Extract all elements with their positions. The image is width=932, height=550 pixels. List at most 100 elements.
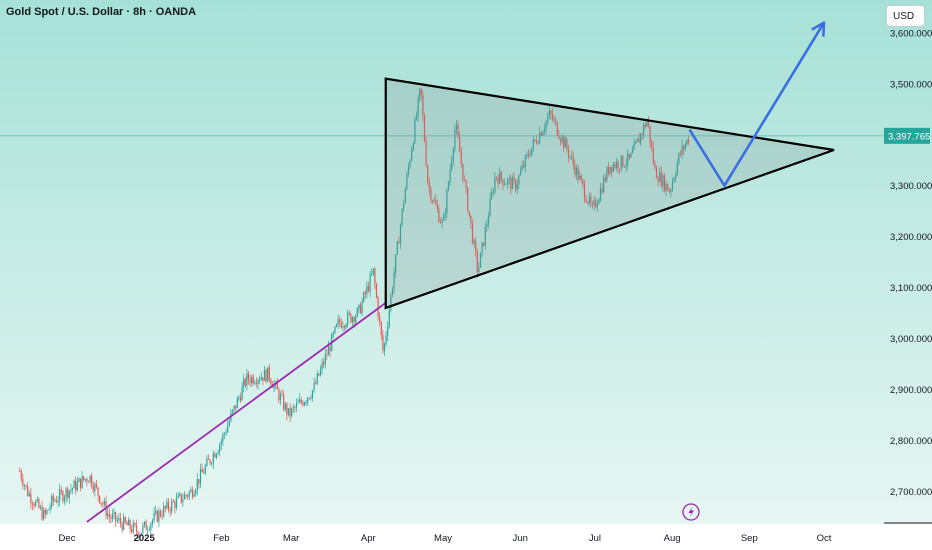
candle-body bbox=[145, 521, 147, 530]
candle-body bbox=[87, 481, 90, 483]
candle-body bbox=[107, 513, 109, 516]
candle-body bbox=[676, 163, 678, 175]
lightning-icon[interactable] bbox=[682, 503, 700, 521]
candle-body bbox=[667, 183, 669, 191]
candle-body bbox=[484, 227, 486, 246]
candle-body bbox=[204, 465, 206, 474]
projection-path[interactable] bbox=[688, 21, 826, 187]
candle-body bbox=[521, 165, 523, 171]
candle-body bbox=[415, 115, 418, 120]
candle-body bbox=[502, 179, 504, 185]
y-tick-label: 3,000.000 bbox=[890, 334, 932, 345]
candle-body bbox=[201, 468, 203, 473]
candle-body bbox=[534, 139, 536, 141]
symmetrical-triangle[interactable] bbox=[384, 77, 835, 310]
candle-body bbox=[134, 523, 136, 526]
candle-body bbox=[622, 155, 624, 167]
candle-body bbox=[641, 133, 643, 135]
candle-body bbox=[89, 475, 91, 482]
x-tick-label: Jul bbox=[589, 533, 601, 544]
candle-body bbox=[529, 155, 531, 157]
candle-body bbox=[647, 120, 650, 126]
uptrend-line[interactable] bbox=[86, 302, 387, 523]
candle-body bbox=[654, 162, 656, 168]
candle-body bbox=[278, 389, 280, 401]
candle-body bbox=[238, 397, 240, 399]
candle-body bbox=[671, 181, 674, 190]
candle-body bbox=[479, 252, 482, 268]
candle-body bbox=[388, 309, 390, 327]
candle-body bbox=[158, 511, 160, 522]
candle-body bbox=[511, 177, 514, 190]
candle-body bbox=[153, 513, 155, 521]
candle-body bbox=[481, 242, 483, 253]
candle-body bbox=[355, 316, 357, 323]
candle-body bbox=[307, 397, 309, 402]
candle-body bbox=[387, 326, 389, 336]
candle-body bbox=[335, 324, 338, 327]
candle-body bbox=[164, 506, 166, 509]
candle-body bbox=[254, 383, 256, 384]
candle-body bbox=[353, 317, 355, 323]
candle-body bbox=[651, 142, 653, 148]
candle-body bbox=[454, 129, 456, 150]
candle-body bbox=[281, 394, 283, 396]
candle-body bbox=[644, 124, 646, 127]
candle-body bbox=[119, 518, 122, 524]
candle-body bbox=[207, 458, 210, 460]
candle-body bbox=[428, 182, 430, 189]
candle-body bbox=[326, 354, 328, 356]
candle-body bbox=[123, 517, 125, 530]
currency-selector[interactable]: USD bbox=[886, 5, 925, 27]
candle-body bbox=[604, 177, 606, 181]
candle-body bbox=[65, 488, 67, 498]
candle-body bbox=[300, 399, 302, 403]
candle-body bbox=[542, 131, 544, 136]
candle-body bbox=[382, 335, 384, 351]
candle-body bbox=[115, 512, 117, 521]
x-tick-label: Dec bbox=[59, 533, 76, 544]
candle-body bbox=[447, 182, 450, 191]
candle-body bbox=[263, 369, 266, 381]
candle-body bbox=[321, 362, 323, 369]
candle-body bbox=[646, 120, 648, 127]
candle-body bbox=[420, 88, 422, 96]
candle-body bbox=[244, 379, 246, 386]
candle-body bbox=[556, 122, 558, 136]
candle-body bbox=[519, 170, 522, 176]
candle-body bbox=[596, 203, 598, 207]
candle-body bbox=[500, 171, 502, 180]
candle-body bbox=[289, 408, 291, 417]
candle-body bbox=[337, 319, 339, 325]
candle-body bbox=[414, 119, 416, 143]
y-tick-label: 3,500.000 bbox=[890, 79, 932, 90]
candle-body bbox=[292, 407, 294, 409]
candle-body bbox=[206, 458, 208, 466]
candle-body bbox=[249, 379, 251, 384]
candle-body bbox=[99, 495, 101, 504]
candle-body bbox=[127, 520, 130, 526]
candle-body bbox=[302, 402, 304, 406]
candle-body bbox=[273, 384, 275, 388]
candle-body bbox=[491, 192, 493, 199]
candle-body bbox=[103, 501, 106, 505]
candle-body bbox=[217, 451, 219, 454]
candle-body bbox=[339, 319, 341, 323]
candle-body bbox=[363, 292, 365, 302]
candle-body bbox=[287, 408, 290, 415]
candle-body bbox=[663, 175, 666, 191]
candle-body bbox=[327, 346, 330, 356]
candle-body bbox=[617, 161, 619, 169]
candle-body bbox=[457, 125, 459, 138]
candle-body bbox=[430, 188, 432, 201]
candle-body bbox=[159, 511, 162, 516]
candle-body bbox=[175, 497, 178, 508]
candle-body bbox=[659, 172, 661, 182]
candle-body bbox=[652, 147, 654, 163]
candle-body bbox=[110, 517, 112, 519]
candle-body bbox=[43, 510, 45, 520]
candle-body bbox=[478, 267, 480, 272]
candle-body bbox=[182, 499, 184, 502]
candle-body bbox=[49, 506, 51, 510]
